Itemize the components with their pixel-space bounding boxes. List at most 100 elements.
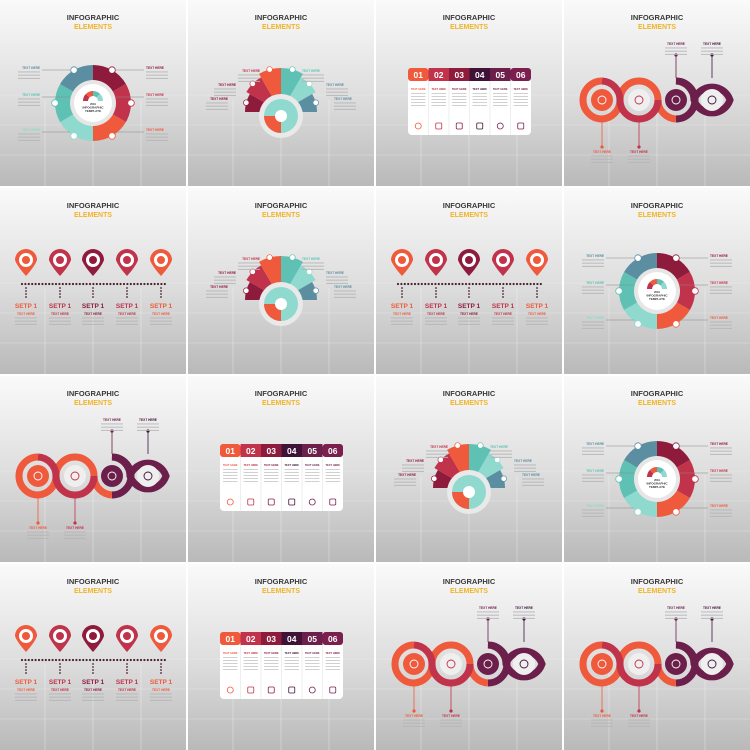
center-text: TEMPLATE [649, 297, 665, 301]
drop-dot [59, 669, 61, 671]
placeholder-line [223, 657, 238, 658]
hub-quarter [452, 492, 469, 509]
label-text: TEXT HERE [242, 69, 260, 73]
placeholder-line [206, 290, 228, 292]
timeline-dot [54, 658, 58, 662]
column-label: TEXT HERE [325, 463, 340, 467]
infographic-tile-semicircle[interactable]: INFOGRAPHIC ELEMENTS TEXT HERE TEXT HERE TEX… [376, 376, 562, 562]
placeholder-line [490, 456, 512, 458]
placeholder-line [582, 289, 604, 291]
placeholder-line [402, 467, 424, 469]
column-label: TEXT HERE [513, 87, 528, 91]
placeholder-line [452, 93, 467, 94]
infographic-tile-donut[interactable]: INFOGRAPHIC ELEMENTS 2019 INFOGRAPHIC TEMPLA… [0, 0, 186, 186]
label-text: TEXT HERE [586, 442, 604, 446]
infographic-tile-wave[interactable]: INFOGRAPHIC ELEMENTS TEXT HERE TEXT HERE TEX… [564, 564, 750, 750]
label-text: TEXT HERE [302, 69, 320, 73]
placeholder-line [284, 657, 299, 658]
placeholder-line [101, 426, 123, 428]
segment-marker [634, 442, 642, 450]
placeholder-line [582, 474, 604, 476]
placeholder-line [305, 475, 320, 476]
timeline-dot [410, 282, 413, 286]
segment-marker [127, 99, 135, 107]
timeline-dot [122, 658, 126, 662]
placeholder-line [206, 105, 228, 107]
segment-marker [431, 475, 438, 482]
bag-icon [634, 659, 644, 669]
placeholder-line [472, 105, 487, 106]
timeline-dot [458, 282, 461, 286]
placeholder-line [305, 666, 320, 667]
timeline-dot [119, 282, 122, 286]
infographic-tile-wave[interactable]: INFOGRAPHIC ELEMENTS TEXT HERE TEXT HERE TEX… [564, 0, 750, 186]
center-text: INFOGRAPHIC [647, 294, 669, 298]
drop-dot [92, 287, 94, 289]
placeholder-line [223, 660, 238, 661]
placeholder-line [522, 481, 544, 483]
drop-dot [92, 672, 94, 674]
label-text: TEXT HERE [586, 504, 604, 508]
donut-segment [112, 84, 131, 122]
infographic-tile-donut[interactable]: INFOGRAPHIC ELEMENTS 2019 INFOGRAPHIC TEMPLA… [564, 376, 750, 562]
infographic-tile-pins[interactable]: INFOGRAPHIC ELEMENTS SETP 1 TEXT HERE SETP 1… [0, 564, 186, 750]
placeholder-line [411, 105, 426, 106]
bag-icon [70, 471, 80, 481]
timeline-dot [82, 658, 85, 662]
drop-dot [502, 287, 504, 289]
step-label: SETP 1 [15, 679, 38, 686]
placeholder-line [264, 475, 279, 476]
timeline-dot [48, 282, 51, 286]
infographic-tile-wave[interactable]: INFOGRAPHIC ELEMENTS TEXT HERE TEXT HERE TEX… [0, 376, 186, 562]
table-header-cell [220, 444, 241, 457]
segment-marker [672, 320, 680, 328]
bag-icon [455, 122, 463, 130]
numbered-table: 01 TEXT HERE 02 TEXT HERE 03 TEXT HERE 04 TEXT … [220, 444, 343, 511]
timeline-dot [471, 282, 474, 286]
placeholder-line [150, 317, 172, 319]
infographic-tile-semicircle[interactable]: INFOGRAPHIC ELEMENTS TEXT HERE TEXT HERE TEX… [188, 0, 374, 186]
infographic-tile-donut[interactable]: INFOGRAPHIC ELEMENTS 2019 INFOGRAPHIC TEMPLA… [564, 188, 750, 374]
label-text: TEXT HERE [146, 93, 164, 97]
label-text: TEXT HERE [17, 688, 35, 692]
timeline-dot [82, 282, 85, 286]
timeline-dot [78, 282, 81, 286]
placeholder-line [116, 323, 138, 325]
label-text: TEXT HERE [703, 42, 721, 46]
placeholder-line [513, 93, 528, 94]
placeholder-line [403, 719, 425, 721]
placeholder-line [391, 320, 413, 322]
placeholder-line [628, 722, 650, 724]
infographic-tile-table[interactable]: INFOGRAPHIC ELEMENTS 01 TEXT HERE 02 TEXT HER… [188, 376, 374, 562]
placeholder-line [440, 719, 462, 721]
step-circle [665, 653, 687, 675]
numbered-table: 01 TEXT HERE 02 TEXT HERE 03 TEXT HERE 04 TEXT … [220, 632, 343, 699]
label-text: TEXT HERE [586, 469, 604, 473]
infographic-tile-wave[interactable]: INFOGRAPHIC ELEMENTS TEXT HERE TEXT HERE TEX… [376, 564, 562, 750]
pin-icon [56, 256, 64, 264]
timeline-dot [92, 658, 95, 662]
infographic-tile-semicircle[interactable]: INFOGRAPHIC ELEMENTS TEXT HERE TEXT HERE TEX… [188, 188, 374, 374]
column-number: 01 [226, 446, 236, 456]
infographic-tile-table[interactable]: INFOGRAPHIC ELEMENTS 01 TEXT HERE 02 TEXT HER… [376, 0, 562, 186]
drop-dot [59, 296, 61, 298]
column-number: 05 [496, 70, 506, 80]
column-number: 03 [455, 70, 465, 80]
label-text: TEXT HERE [146, 66, 164, 70]
image-icon [288, 498, 296, 506]
infographic-tile-pins[interactable]: INFOGRAPHIC ELEMENTS SETP 1 TEXT HERE SETP 1… [0, 188, 186, 374]
placeholder-line [243, 481, 258, 482]
timeline-dot [112, 282, 115, 286]
bell-icon [435, 122, 443, 130]
segment-marker [266, 254, 273, 261]
infographic-tile-table[interactable]: INFOGRAPHIC ELEMENTS 01 TEXT HERE 02 TEXT HER… [188, 564, 374, 750]
infographic-tile-pins[interactable]: INFOGRAPHIC ELEMENTS SETP 1 TEXT HERE SETP 1… [376, 188, 562, 374]
pin-icon [432, 256, 440, 264]
tile-graphic: INFOGRAPHICELEMENTS2019INFOGRAPHICTEMPLA… [0, 13, 186, 186]
label-text: TEXT HERE [17, 312, 35, 316]
placeholder-line [522, 484, 544, 486]
timeline-dot [122, 282, 126, 286]
clock-icon [483, 659, 493, 669]
